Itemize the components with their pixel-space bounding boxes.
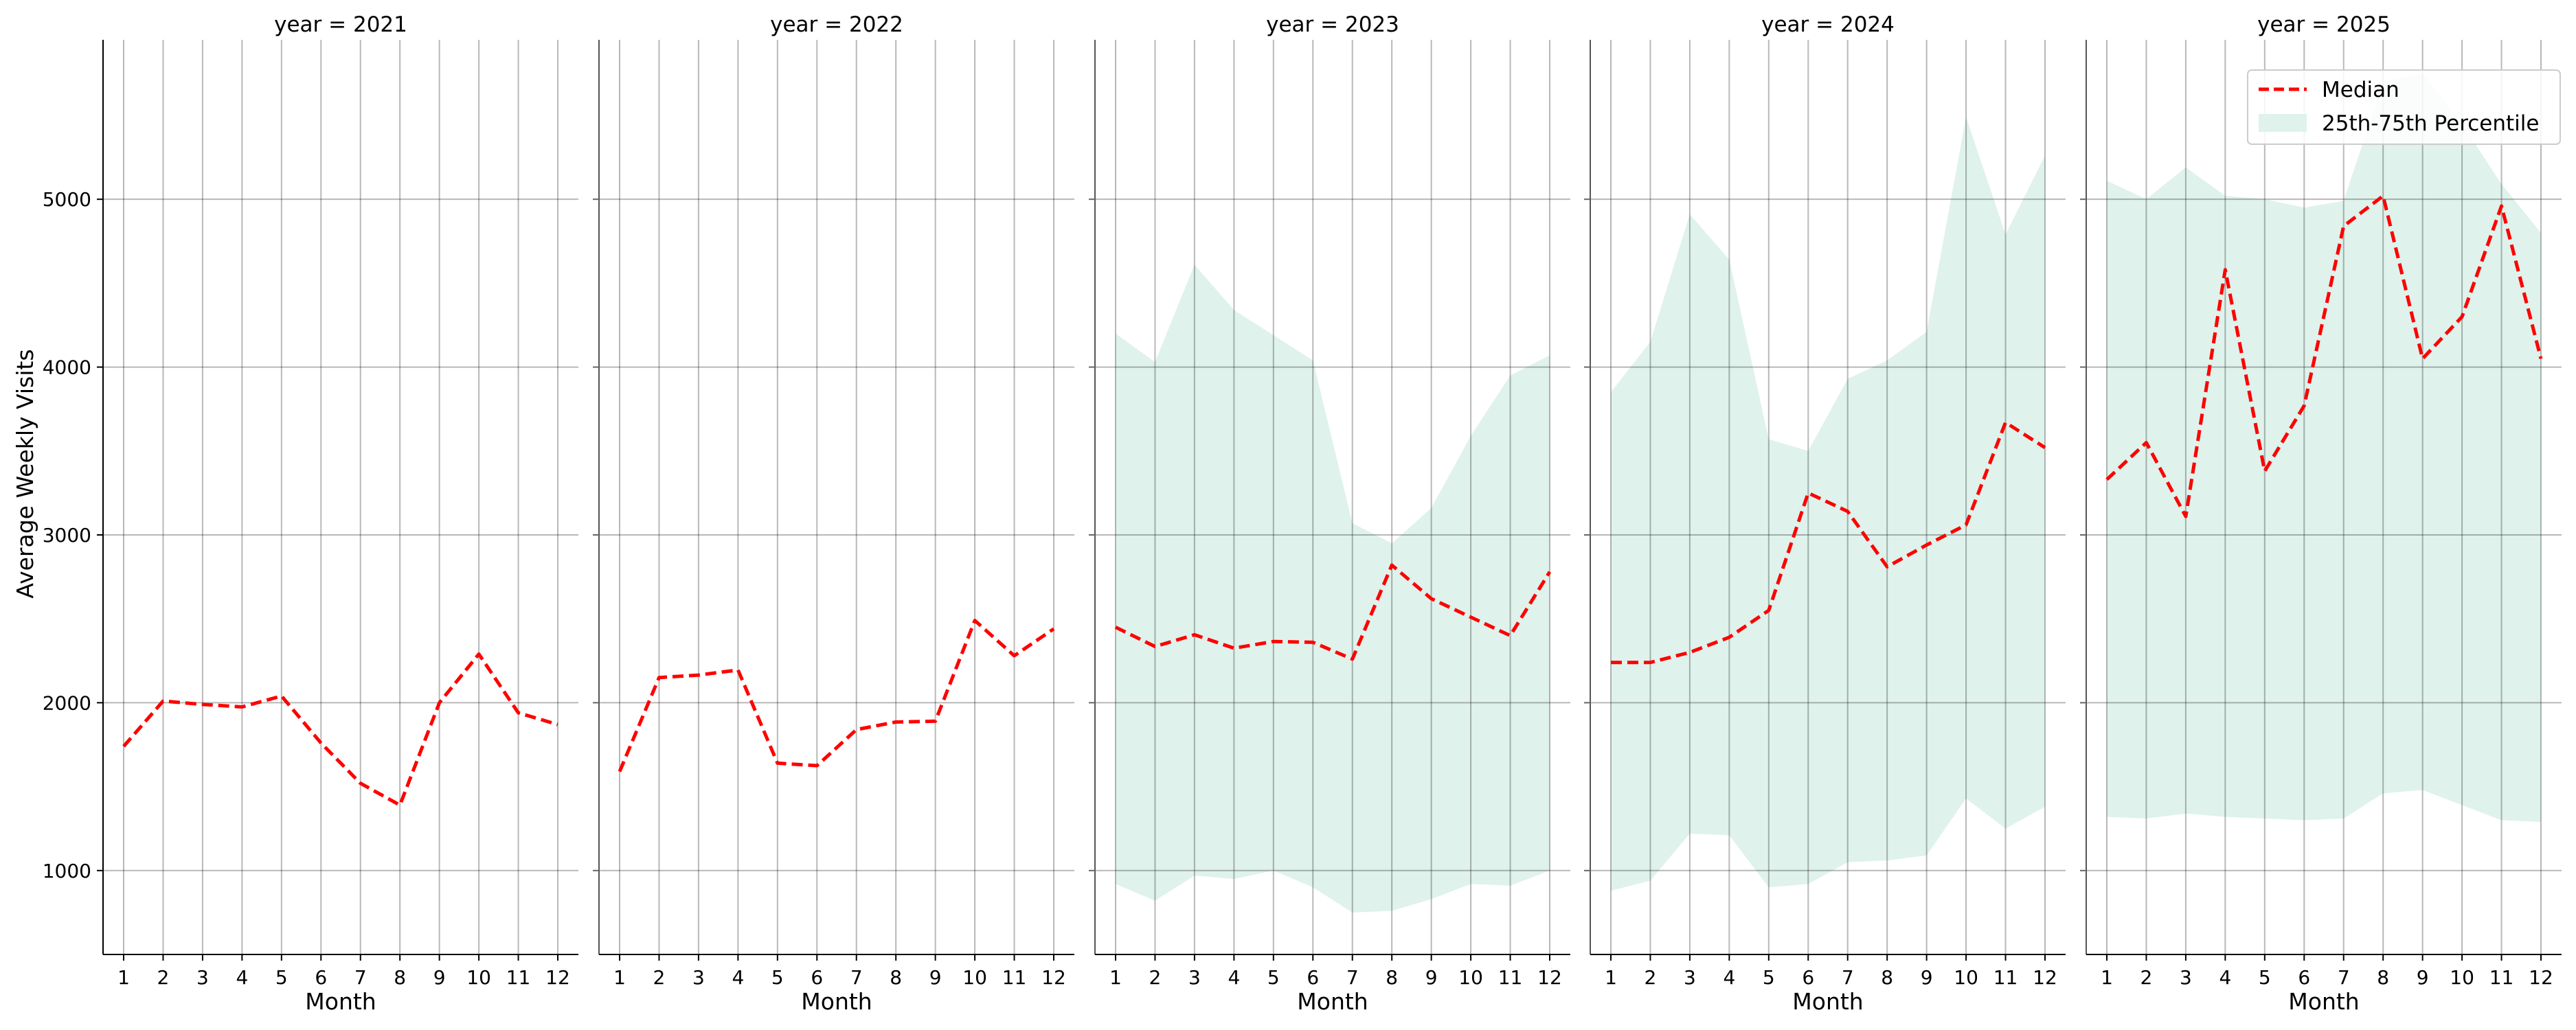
panel-title: year = 2024: [1761, 12, 1895, 37]
x-tick-label: 4: [1228, 966, 1240, 989]
percentile-band: [1116, 264, 1550, 913]
median-line: [618, 619, 1055, 772]
x-tick-label: 12: [545, 966, 570, 989]
x-tick-label: 7: [1842, 966, 1854, 989]
x-tick-label: 5: [771, 966, 784, 989]
x-tick-label: 9: [1425, 966, 1438, 989]
x-tick-label: 3: [2180, 966, 2192, 989]
x-tick-label: 4: [1723, 966, 1735, 989]
y-axis-label: Average Weekly Visits: [12, 349, 38, 598]
x-tick-label: 12: [1041, 966, 1066, 989]
x-axis-label: Month: [801, 988, 872, 1015]
x-tick-label: 8: [1881, 966, 1893, 989]
x-tick-label: 5: [2259, 966, 2271, 989]
x-tick-label: 9: [1921, 966, 1933, 989]
y-tick-label: 4000: [43, 356, 91, 379]
x-tick-label: 5: [1763, 966, 1775, 989]
panel-title: year = 2023: [1266, 12, 1399, 37]
x-tick-label: 7: [1346, 966, 1359, 989]
x-tick-label: 9: [929, 966, 942, 989]
x-tick-label: 10: [466, 966, 491, 989]
y-tick-label: 2000: [43, 691, 91, 714]
legend-median-label: Median: [2322, 78, 2399, 102]
x-tick-label: 6: [1307, 966, 1319, 989]
panel-title: year = 2025: [2257, 12, 2391, 37]
y-tick-label: 3000: [43, 524, 91, 547]
x-tick-label: 9: [2417, 966, 2429, 989]
x-tick-label: 3: [692, 966, 705, 989]
x-tick-label: 2: [1645, 966, 1657, 989]
x-tick-label: 4: [2219, 966, 2231, 989]
x-tick-label: 4: [236, 966, 248, 989]
x-tick-label: 7: [354, 966, 367, 989]
x-tick-label: 11: [1002, 966, 1027, 989]
x-tick-label: 7: [850, 966, 863, 989]
x-tick-label: 10: [1458, 966, 1483, 989]
x-tick-label: 12: [1537, 966, 1562, 989]
y-tick-label: 1000: [43, 860, 91, 882]
x-tick-label: 11: [506, 966, 531, 989]
x-tick-label: 3: [196, 966, 209, 989]
x-tick-label: 3: [1188, 966, 1201, 989]
x-tick-label: 6: [811, 966, 823, 989]
panel-title: year = 2022: [770, 12, 903, 37]
x-tick-label: 6: [2298, 966, 2310, 989]
x-tick-label: 2: [1149, 966, 1162, 989]
x-tick-label: 10: [1954, 966, 1978, 989]
x-tick-label: 11: [2489, 966, 2514, 989]
x-tick-label: 12: [2033, 966, 2057, 989]
x-tick-label: 1: [117, 966, 130, 989]
x-tick-label: 2: [2140, 966, 2153, 989]
x-tick-label: 6: [1802, 966, 1814, 989]
panel-title: year = 2021: [274, 12, 407, 37]
x-tick-label: 1: [1605, 966, 1617, 989]
x-tick-label: 5: [275, 966, 288, 989]
median-line: [122, 652, 558, 807]
x-axis-label: Month: [305, 988, 376, 1015]
median-line: [1611, 420, 2046, 665]
x-axis-label: Month: [2288, 988, 2359, 1015]
x-tick-label: 8: [1386, 966, 1398, 989]
legend-percentile-swatch: [2259, 114, 2307, 132]
median-line: [2105, 194, 2543, 518]
y-tick-label: 5000: [43, 188, 91, 211]
legend-percentile-label: 25th-75th Percentile: [2322, 111, 2539, 136]
x-tick-label: 5: [1267, 966, 1280, 989]
x-axis-label: Month: [1297, 988, 1368, 1015]
x-tick-label: 8: [394, 966, 406, 989]
x-tick-label: 2: [157, 966, 170, 989]
x-axis-label: Month: [1792, 988, 1863, 1015]
median-line: [1114, 563, 1552, 661]
percentile-band: [2107, 73, 2541, 822]
x-tick-label: 10: [962, 966, 987, 989]
x-tick-label: 8: [890, 966, 902, 989]
x-tick-label: 1: [1109, 966, 1122, 989]
x-tick-label: 1: [2101, 966, 2113, 989]
x-tick-label: 11: [1498, 966, 1523, 989]
x-tick-label: 11: [1993, 966, 2018, 989]
legend: Median 25th-75th Percentile: [2247, 69, 2561, 145]
x-tick-label: 8: [2377, 966, 2389, 989]
x-tick-label: 9: [433, 966, 446, 989]
x-tick-label: 1: [613, 966, 626, 989]
x-tick-label: 10: [2450, 966, 2474, 989]
x-tick-label: 7: [2338, 966, 2350, 989]
legend-frame: [2247, 69, 2561, 145]
x-tick-label: 6: [315, 966, 327, 989]
x-tick-label: 12: [2529, 966, 2553, 989]
x-tick-label: 2: [653, 966, 666, 989]
x-tick-label: 4: [732, 966, 744, 989]
x-tick-label: 3: [1684, 966, 1696, 989]
